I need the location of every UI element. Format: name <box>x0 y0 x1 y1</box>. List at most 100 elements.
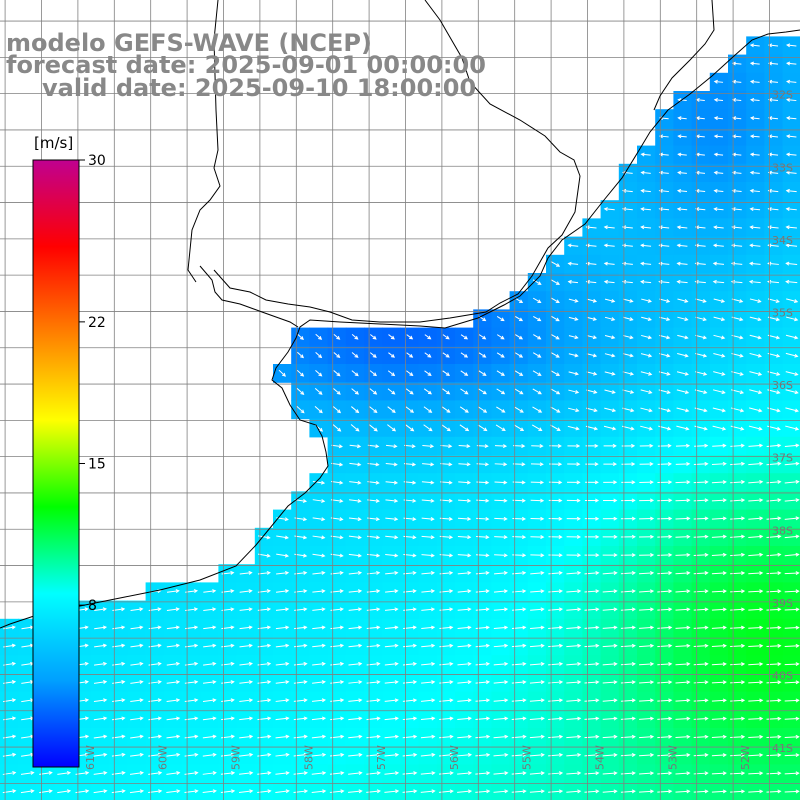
wind-arrow <box>330 734 345 739</box>
wind-arrow <box>457 607 472 612</box>
wind-arrow <box>385 553 399 558</box>
wind-arrow <box>784 716 800 721</box>
wind-arrow <box>202 789 217 794</box>
wind-arrow <box>694 243 706 248</box>
longitude-label: 53W <box>666 745 679 770</box>
wind-arrow <box>220 789 236 794</box>
wind-arrow <box>566 498 581 503</box>
wind-arrow <box>551 334 560 340</box>
wind-arrow <box>657 771 673 776</box>
wind-arrow <box>511 661 527 666</box>
wind-arrow <box>748 625 764 630</box>
wind-arrow <box>711 625 727 630</box>
wind-arrow <box>457 771 473 776</box>
wind-arrow <box>478 334 487 340</box>
wind-arrow <box>657 607 673 612</box>
wind-arrow <box>421 570 435 575</box>
wind-arrow <box>748 461 764 466</box>
wind-arrow <box>766 643 782 648</box>
wind-arrow <box>566 534 582 539</box>
wind-arrow <box>457 734 472 739</box>
wind-arrow <box>603 498 618 503</box>
wind-arrow <box>713 371 726 376</box>
wind-arrow <box>348 698 363 703</box>
wind-arrow <box>276 535 289 540</box>
wind-arrow <box>604 335 616 340</box>
wind-arrow <box>658 152 669 157</box>
wind-arrow <box>658 353 671 358</box>
wind-arrow <box>786 79 797 84</box>
wind-arrow <box>602 789 618 794</box>
wind-arrow <box>695 334 707 340</box>
wind-arrow <box>458 444 471 449</box>
wind-arrow <box>585 261 597 266</box>
wind-arrow <box>402 698 418 703</box>
wind-arrow <box>530 607 545 612</box>
wind-arrow <box>675 534 691 539</box>
wind-arrow <box>420 716 436 721</box>
wind-arrow <box>566 570 582 575</box>
wind-arrow <box>785 316 799 322</box>
wind-arrow <box>730 480 746 484</box>
wind-arrow <box>402 771 418 776</box>
wind-arrow <box>129 771 144 775</box>
wind-arrow <box>621 279 633 284</box>
wind-arrow <box>384 752 400 757</box>
wind-arrow <box>713 188 724 193</box>
wind-arrow <box>640 243 652 248</box>
wind-arrow <box>529 661 545 666</box>
wind-arrow <box>603 279 615 284</box>
wind-arrow <box>713 353 726 358</box>
wind-arrow <box>658 225 670 230</box>
wind-arrow <box>784 571 800 576</box>
wind-arrow <box>602 698 618 703</box>
wind-arrow <box>533 315 542 322</box>
wind-arrow <box>312 625 326 630</box>
wind-arrow <box>766 443 782 448</box>
wind-arrow <box>784 662 800 667</box>
wind-arrow <box>767 43 779 48</box>
wind-arrow <box>603 207 615 212</box>
wind-arrow <box>711 734 727 739</box>
wind-arrow <box>603 425 617 431</box>
wind-arrow <box>693 789 709 794</box>
wind-arrow <box>659 334 671 340</box>
wind-arrow <box>730 443 745 448</box>
wind-arrow <box>496 315 505 322</box>
wind-arrow <box>731 188 742 193</box>
wind-arrow <box>493 661 509 666</box>
wind-arrow <box>94 643 108 648</box>
wind-arrow <box>311 734 327 739</box>
wind-arrow <box>311 716 327 721</box>
wind-arrow <box>766 534 782 539</box>
wind-arrow <box>766 789 782 794</box>
wind-arrow <box>421 589 436 594</box>
wind-arrow <box>202 771 217 775</box>
wind-arrow <box>385 535 399 540</box>
wind-arrow <box>202 716 217 721</box>
wind-arrow <box>749 316 762 322</box>
wind-arrow <box>460 370 469 376</box>
wind-arrow <box>402 716 418 721</box>
wind-arrow <box>514 352 524 358</box>
wind-arrow <box>695 207 706 212</box>
wind-arrow <box>620 680 636 685</box>
wind-arrow <box>239 589 253 594</box>
wind-arrow <box>493 589 509 594</box>
wind-arrow <box>511 625 527 630</box>
wind-arrow <box>622 389 635 394</box>
wind-arrow <box>641 316 652 322</box>
wind-arrow <box>511 734 527 739</box>
wind-arrow <box>603 462 618 467</box>
wind-arrow <box>639 498 655 503</box>
wind-arrow <box>93 734 108 739</box>
wind-arrow <box>677 316 689 322</box>
wind-arrow <box>366 734 381 739</box>
wind-arrow <box>349 480 362 485</box>
wind-arrow <box>730 461 746 466</box>
wind-arrow <box>348 570 363 575</box>
wind-arrow <box>567 243 579 248</box>
wind-arrow <box>784 789 800 794</box>
wind-arrow <box>749 298 762 303</box>
